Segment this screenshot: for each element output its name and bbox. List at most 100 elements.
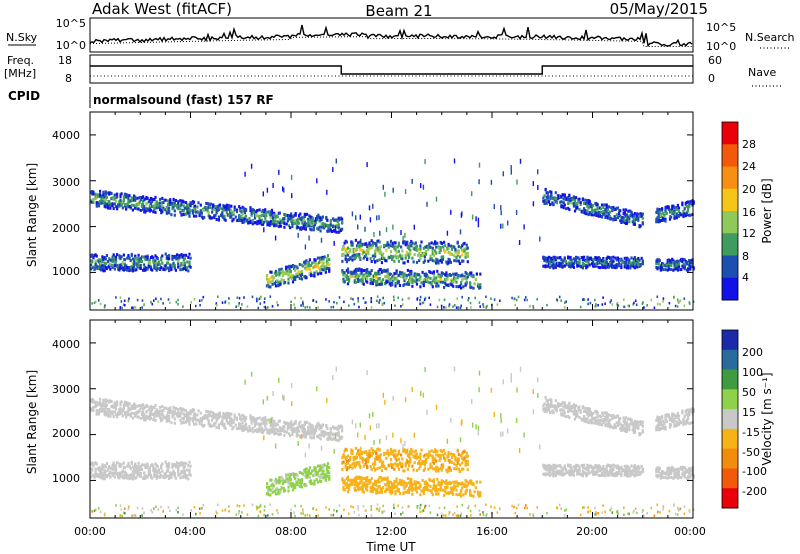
power-cell bbox=[460, 212, 463, 218]
velocity-cell bbox=[304, 470, 307, 474]
power-cell bbox=[284, 280, 287, 284]
power-cell bbox=[673, 216, 676, 220]
power-cell bbox=[670, 263, 673, 267]
velocity-cell bbox=[238, 413, 241, 417]
power-cell bbox=[351, 211, 354, 217]
velocity-cell bbox=[338, 435, 341, 439]
power-cell bbox=[392, 224, 394, 230]
power-cell bbox=[659, 267, 662, 271]
power-cell bbox=[602, 258, 605, 262]
power-cell bbox=[553, 258, 556, 262]
power-cell bbox=[575, 204, 578, 208]
power-cell bbox=[553, 255, 556, 259]
power-cell bbox=[304, 225, 307, 229]
power-cell bbox=[344, 239, 347, 243]
velocity-cell bbox=[103, 472, 106, 476]
velocity-cell bbox=[268, 485, 271, 489]
power-cell bbox=[461, 244, 464, 248]
power-cell bbox=[242, 220, 245, 224]
power-cell bbox=[658, 219, 661, 222]
power-cell bbox=[375, 244, 378, 248]
power-cell bbox=[589, 256, 592, 260]
power-cell bbox=[239, 216, 242, 220]
power-cell bbox=[567, 195, 570, 199]
velocity-cell bbox=[426, 452, 429, 456]
velocity-cell bbox=[447, 454, 450, 458]
velocity-cell bbox=[343, 449, 346, 453]
velocity-cell bbox=[378, 456, 381, 460]
power-cell bbox=[685, 212, 688, 215]
velocity-cell bbox=[441, 465, 445, 469]
power-cell bbox=[120, 192, 123, 196]
power-cell bbox=[393, 298, 395, 302]
power-cell bbox=[248, 217, 251, 221]
power-cell bbox=[359, 279, 362, 283]
power-cell bbox=[507, 220, 509, 226]
power-cell bbox=[90, 267, 93, 271]
velocity-cell bbox=[274, 481, 278, 485]
power-cell bbox=[290, 212, 293, 216]
velocity-cell bbox=[173, 417, 176, 421]
power-cell bbox=[549, 203, 552, 206]
power-cell bbox=[341, 217, 344, 221]
velocity-cell bbox=[146, 475, 149, 479]
power-cell bbox=[328, 268, 331, 272]
power-cell bbox=[458, 284, 461, 288]
velocity-cell bbox=[287, 432, 291, 436]
velocity-cell bbox=[224, 426, 227, 430]
velocity-cell bbox=[139, 468, 142, 471]
velocity-cell bbox=[314, 469, 317, 473]
power-cell bbox=[598, 266, 601, 270]
power-ytick-4000: 4000 bbox=[52, 129, 80, 142]
velocity-cell bbox=[401, 465, 404, 469]
velocity-cell bbox=[186, 468, 189, 472]
power-cell bbox=[355, 273, 359, 277]
power-cell bbox=[174, 199, 177, 202]
velocity-cell bbox=[221, 419, 224, 423]
power-cell bbox=[351, 254, 354, 258]
power-cell bbox=[532, 306, 535, 310]
velocity-cell bbox=[152, 466, 155, 470]
velocity-cell bbox=[281, 482, 284, 486]
power-cell bbox=[675, 267, 678, 270]
power-cell bbox=[670, 210, 673, 213]
power-cell bbox=[395, 271, 398, 275]
power-cell bbox=[641, 302, 644, 306]
power-cell bbox=[616, 256, 620, 260]
velocity-cell bbox=[156, 471, 159, 475]
velocity-cell bbox=[101, 463, 104, 467]
power-cell bbox=[173, 255, 176, 258]
power-cell bbox=[147, 260, 150, 264]
power-cell bbox=[177, 199, 180, 203]
power-cell bbox=[174, 268, 177, 272]
power-cell bbox=[316, 226, 319, 230]
power-cell bbox=[419, 285, 422, 289]
velocity-cell bbox=[286, 427, 289, 431]
power-cell bbox=[659, 263, 662, 267]
velocity-cell bbox=[354, 446, 357, 450]
power-cell bbox=[235, 208, 239, 212]
power-cell bbox=[242, 206, 245, 210]
power-cell bbox=[177, 298, 179, 302]
power-cell bbox=[289, 226, 292, 230]
velocity-cell bbox=[165, 462, 168, 466]
velocity-cell bbox=[119, 474, 122, 478]
power-cell bbox=[464, 255, 467, 259]
power-cell bbox=[353, 271, 356, 275]
cpid-label: CPID bbox=[8, 89, 40, 103]
velocity-cell bbox=[105, 399, 108, 403]
power-cell bbox=[455, 256, 458, 259]
power-cell bbox=[275, 214, 278, 218]
power-cell bbox=[662, 217, 665, 221]
power-cell bbox=[395, 269, 398, 273]
velocity-cell bbox=[116, 472, 119, 476]
power-cell bbox=[500, 223, 502, 229]
power-cell bbox=[180, 253, 183, 257]
velocity-cell bbox=[290, 427, 293, 431]
velocity-cell bbox=[214, 421, 217, 425]
power-cell bbox=[450, 252, 454, 256]
power-cell bbox=[570, 201, 573, 205]
power-cell bbox=[476, 282, 480, 286]
power-cell bbox=[407, 240, 409, 246]
power-cell bbox=[131, 261, 134, 265]
